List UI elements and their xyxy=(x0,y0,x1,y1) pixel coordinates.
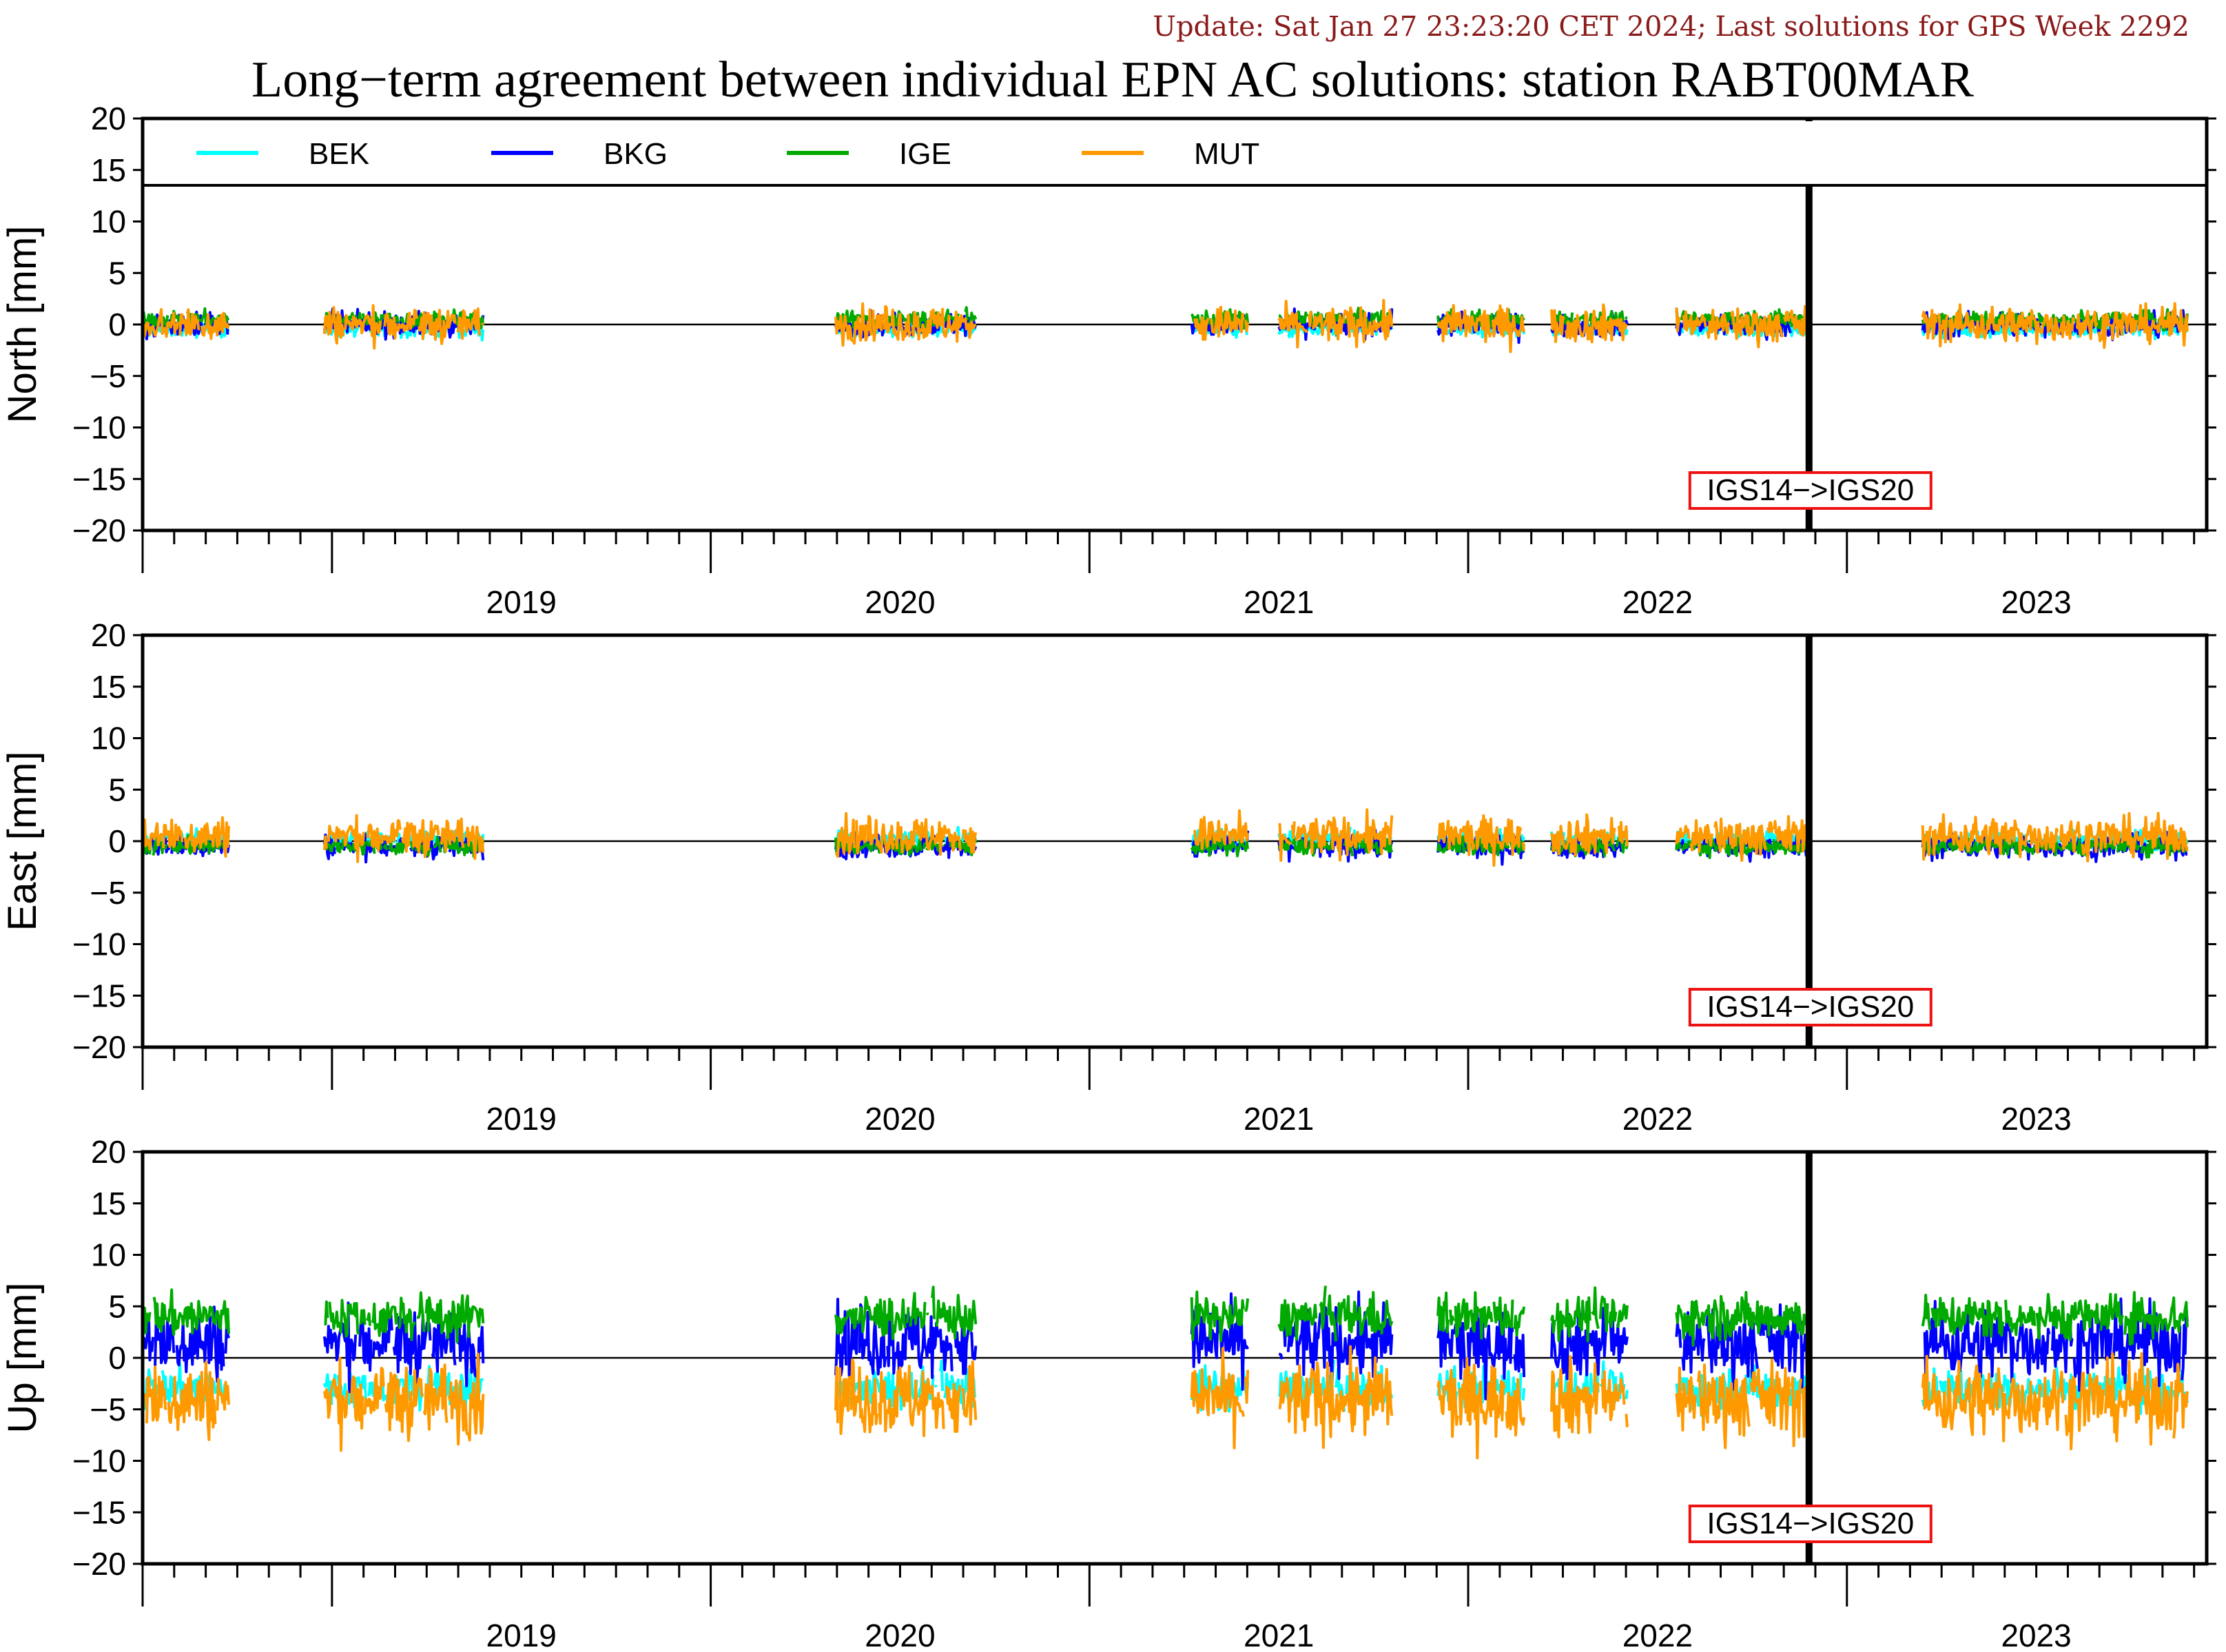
y-tick-label: 0 xyxy=(108,307,126,342)
legend-background xyxy=(145,121,2204,184)
y-tick-label: −20 xyxy=(72,1029,126,1065)
reference-change-label: IGS14−>IGS20 xyxy=(1707,990,1914,1024)
year-label: 2019 xyxy=(486,584,557,620)
year-label: 2021 xyxy=(1244,1101,1314,1137)
y-tick-label: 10 xyxy=(91,204,126,240)
y-tick-label: 20 xyxy=(91,617,126,653)
y-tick-label: −10 xyxy=(72,927,126,962)
series-group xyxy=(143,298,2189,353)
year-label: 2021 xyxy=(1244,584,1314,620)
reference-change-box xyxy=(1688,1505,1933,1543)
y-axis-label: North [mm] xyxy=(0,226,45,424)
y-tick-label: 15 xyxy=(91,1186,126,1221)
series-mut-line xyxy=(143,808,2189,867)
year-label: 2019 xyxy=(486,1101,557,1137)
y-tick-label: −5 xyxy=(90,875,126,911)
year-label: 2022 xyxy=(1622,1618,1693,1652)
y-tick-label: 10 xyxy=(91,721,126,756)
series-mut-line xyxy=(143,298,2189,353)
panels: IGS14−>IGS20 BEK BKG IGE MUT 20 15 10 5 0 −5 −10 −15… xyxy=(0,101,2216,1652)
y-axis-label: Up [mm] xyxy=(0,1282,45,1433)
year-label: 2020 xyxy=(865,584,935,620)
year-label: 2022 xyxy=(1622,1101,1693,1137)
series-group xyxy=(143,808,2189,867)
year-label: 2023 xyxy=(2001,1618,2071,1652)
y-tick-label: −10 xyxy=(72,1443,126,1479)
year-label: 2020 xyxy=(865,1618,935,1652)
y-tick-label: 0 xyxy=(108,823,126,859)
year-label: 2020 xyxy=(865,1101,935,1137)
y-tick-label: 15 xyxy=(91,669,126,705)
series-group xyxy=(143,1286,2189,1460)
y-tick-label: 20 xyxy=(91,1134,126,1170)
y-tick-label: −15 xyxy=(72,1494,126,1530)
legend-label-mut: MUT xyxy=(1194,137,1259,171)
year-label: 2023 xyxy=(2001,1101,2071,1137)
y-tick-label: −20 xyxy=(72,1546,126,1582)
year-label: 2023 xyxy=(2001,584,2071,620)
y-tick-label: −20 xyxy=(72,513,126,548)
y-tick-label: 10 xyxy=(91,1237,126,1273)
panel-up: IGS14−>IGS20 20 15 10 5 0 −5 −10 −15 −20 Up [mm] 20… xyxy=(0,1134,2216,1652)
reference-change-label: IGS14−>IGS20 xyxy=(1707,473,1914,507)
legend-label-bek: BEK xyxy=(309,137,369,171)
y-axis-label: East [mm] xyxy=(0,751,45,931)
y-tick-label: −10 xyxy=(72,410,126,446)
panel-north: IGS14−>IGS20 BEK BKG IGE MUT 20 15 10 5 0 −5 −10 −15… xyxy=(0,101,2216,620)
y-tick-label: −15 xyxy=(72,978,126,1013)
y-tick-label: 5 xyxy=(108,1288,126,1324)
y-tick-label: −15 xyxy=(72,461,126,497)
y-tick-label: −5 xyxy=(90,358,126,394)
panel-east: IGS14−>IGS20 20 15 10 5 0 −5 −10 −15 −20 East [mm]… xyxy=(0,617,2216,1137)
reference-change-box xyxy=(1688,988,1933,1026)
year-label: 2021 xyxy=(1244,1618,1314,1652)
reference-change-label: IGS14−>IGS20 xyxy=(1707,1507,1914,1540)
legend-label-ige: IGE xyxy=(899,137,951,171)
reference-change-box xyxy=(1688,471,1933,510)
series-ige-line xyxy=(143,1286,2189,1347)
y-tick-label: 0 xyxy=(108,1340,126,1376)
chart-title: Long−term agreement between individual E… xyxy=(251,52,1975,108)
y-tick-label: 5 xyxy=(108,255,126,291)
y-tick-label: −5 xyxy=(90,1392,126,1427)
y-tick-label: 5 xyxy=(108,772,126,807)
legend-label-bkg: BKG xyxy=(604,137,668,171)
y-tick-label: 20 xyxy=(91,101,126,136)
year-label: 2019 xyxy=(486,1618,557,1652)
y-tick-label: 15 xyxy=(91,152,126,188)
year-label: 2022 xyxy=(1622,584,1693,620)
update-text: Update: Sat Jan 27 23:23:20 CET 2024; La… xyxy=(1153,11,2189,43)
